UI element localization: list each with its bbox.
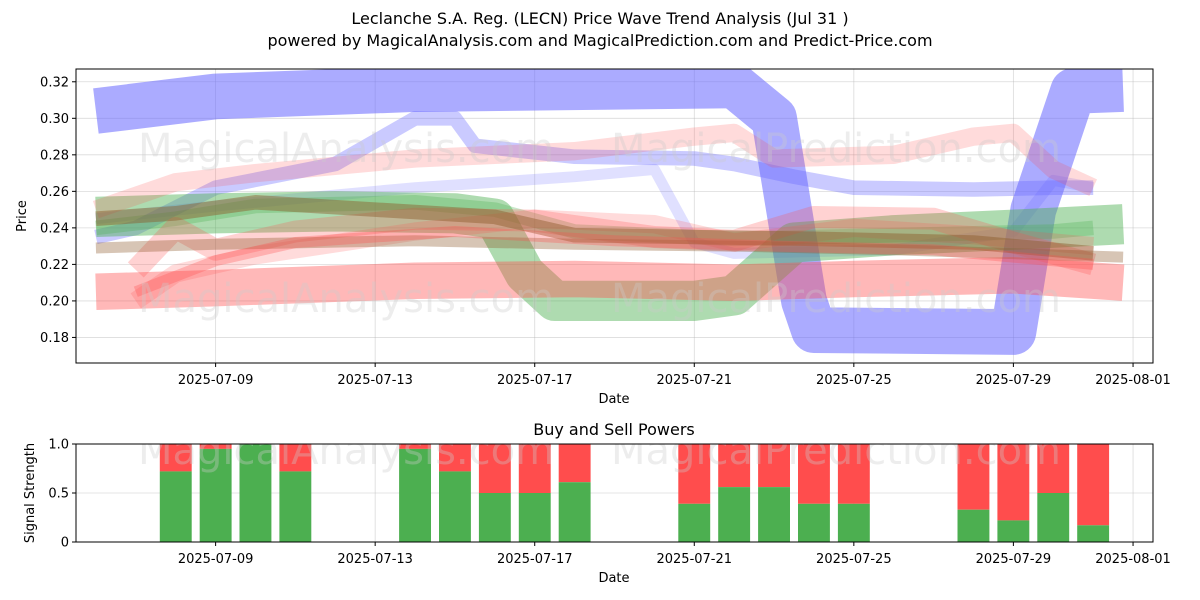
sell-bar	[159, 444, 192, 472]
1-ytick-label: 0	[61, 536, 69, 551]
series-red-wave-3	[92, 123, 1098, 219]
0-ytick-label: 0.30	[40, 112, 69, 127]
1-ytick-label: 0.5	[48, 487, 69, 502]
0-ytick-label: 0.28	[40, 148, 69, 163]
series-blue-wave-1	[93, 69, 1124, 355]
1-xtick-label: 2025-07-17	[497, 552, 573, 567]
sell-bar	[758, 444, 790, 488]
buy-bar	[798, 503, 830, 542]
price-y-label: Price	[15, 200, 30, 232]
chart-subtitle: powered by MagicalAnalysis.com and Magic…	[267, 31, 933, 50]
buy-bar	[1037, 493, 1070, 542]
signal-x-label: Date	[598, 571, 629, 586]
sell-bar	[718, 444, 751, 488]
sell-bar	[798, 444, 830, 504]
watermarks-top: MagicalAnalysis.com MagicalPrediction.co…	[138, 126, 1061, 322]
1-xtick-label: 2025-07-13	[337, 552, 413, 567]
0-xtick-label: 2025-07-21	[656, 373, 732, 388]
watermark-analysis-mid: MagicalAnalysis.com	[138, 276, 554, 322]
watermark-prediction-top: MagicalPrediction.com	[611, 126, 1061, 172]
1-ytick-label: 1.0	[48, 438, 69, 453]
price-axis-ticks: 2025-07-09 2025-07-13 2025-07-17 2025-07-21…	[40, 75, 1171, 388]
buy-bar	[239, 444, 272, 542]
buy-bar	[957, 509, 990, 542]
buy-bar	[199, 448, 232, 542]
0-ytick-label: 0.32	[40, 75, 69, 90]
series-green-wave-2	[95, 195, 1094, 247]
0-ytick-label: 0.18	[40, 331, 69, 346]
1-xtick-label: 2025-07-21	[656, 552, 732, 567]
buy-bar	[558, 482, 591, 542]
sell-bar	[957, 444, 990, 510]
sell-bar	[1037, 444, 1070, 493]
0-ytick-label: 0.24	[40, 221, 69, 236]
price-waves	[92, 69, 1125, 355]
1-xtick-label: 2025-07-09	[178, 552, 254, 567]
buy-bar	[159, 471, 192, 542]
sell-bar	[678, 444, 711, 504]
signal-bars	[159, 444, 1110, 542]
sell-bar	[279, 444, 312, 472]
buy-bar	[518, 493, 551, 542]
sell-bar	[518, 444, 551, 493]
series-red-wave-1	[95, 257, 1125, 311]
0-xtick-label: 2025-07-13	[337, 373, 413, 388]
buy-bar	[439, 471, 471, 542]
series-red-wave-2	[127, 205, 1097, 278]
watermarks-bottom: MagicalAnalysis.com MagicalPrediction.co…	[138, 428, 1061, 474]
0-xtick-label: 2025-07-29	[976, 373, 1052, 388]
buy-bar	[718, 487, 751, 542]
watermark-prediction-bottom: MagicalPrediction.com	[611, 428, 1061, 474]
watermark-analysis-top: MagicalAnalysis.com	[138, 126, 554, 172]
1-xtick-label: 2025-08-01	[1095, 552, 1171, 567]
0-ytick-label: 0.26	[40, 185, 69, 200]
series-brown-wave-1	[95, 195, 1094, 261]
price-axes-frame	[75, 68, 1154, 364]
watermark-prediction-mid: MagicalPrediction.com	[611, 276, 1061, 322]
sell-bar	[439, 444, 471, 472]
sell-bar	[837, 444, 870, 504]
signal-axis-ticks: 2025-07-09 2025-07-13 2025-07-17 2025-07-21…	[48, 438, 1171, 568]
1-xtick-label: 2025-07-25	[816, 552, 892, 567]
sell-bar	[1077, 444, 1110, 526]
series-brown-wave-2	[95, 235, 1124, 263]
0-xtick-label: 2025-07-25	[816, 373, 892, 388]
sell-bar	[199, 444, 232, 449]
buy-bar	[678, 503, 711, 542]
series-blue-wave-3	[95, 163, 1095, 259]
0-ytick-label: 0.22	[40, 258, 69, 273]
0-xtick-label: 2025-08-01	[1095, 373, 1171, 388]
buy-bar	[758, 487, 790, 542]
buy-bar	[399, 448, 431, 542]
sell-bar	[478, 444, 511, 493]
series-red-wave-5	[133, 226, 1094, 297]
watermark-analysis-bottom: MagicalAnalysis.com	[138, 428, 554, 474]
price-x-label: Date	[598, 392, 629, 407]
chart-title: Leclanche S.A. Reg. (LECN) Price Wave Tr…	[351, 9, 849, 28]
buy-bar	[1077, 525, 1110, 542]
0-xtick-label: 2025-07-09	[178, 373, 254, 388]
buy-bar	[997, 520, 1030, 542]
0-ytick-label: 0.20	[40, 294, 69, 309]
signal-chart-title: Buy and Sell Powers	[533, 420, 695, 439]
buy-bar	[279, 471, 312, 542]
series-red-wave-4	[130, 209, 1095, 309]
sell-bar	[997, 444, 1030, 521]
0-xtick-label: 2025-07-17	[497, 373, 573, 388]
buy-bar	[837, 503, 870, 542]
sell-bar	[558, 444, 591, 483]
sell-bar	[399, 444, 431, 449]
series-blue-wave-2	[94, 111, 1094, 245]
signal-y-label: Signal Strength	[23, 443, 38, 543]
series-green-wave-1	[95, 191, 1125, 321]
1-xtick-label: 2025-07-29	[976, 552, 1052, 567]
buy-bar	[478, 493, 511, 542]
